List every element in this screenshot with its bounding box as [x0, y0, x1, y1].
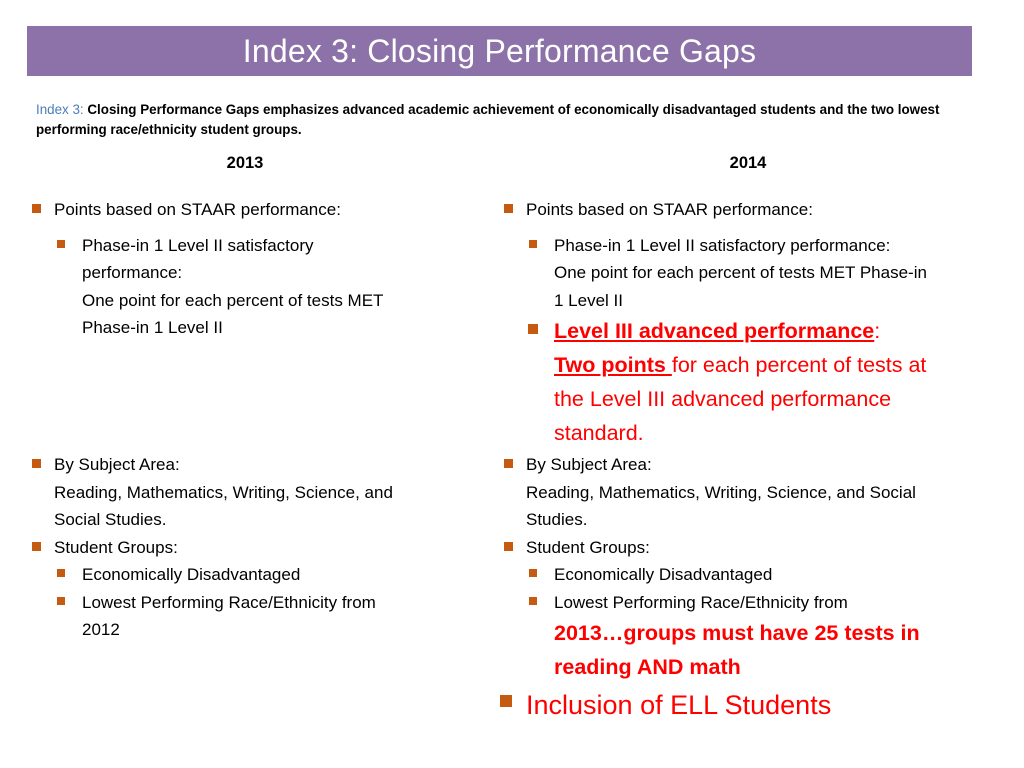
list-item: Level III advanced performance: Two poin…	[528, 314, 1018, 450]
points-heading: Points based on STAAR performance:	[526, 200, 813, 219]
square-bullet-icon	[504, 204, 513, 213]
intro-label: Index 3:	[36, 102, 84, 117]
level3-two-points: Two points	[554, 353, 672, 377]
square-bullet-icon	[57, 239, 65, 248]
subject-line: Studies.	[526, 510, 588, 529]
square-bullet-icon	[529, 569, 537, 577]
phase-in-line: Phase-in 1 Level II	[82, 318, 223, 337]
group-requirement: reading AND math	[554, 655, 741, 679]
phase-in-line: One point for each percent of tests MET …	[554, 263, 927, 282]
square-bullet-icon	[32, 459, 41, 468]
groups-heading: Student Groups:	[54, 537, 178, 557]
square-bullet-icon	[529, 596, 537, 605]
list-item: Student Groups:	[503, 534, 1018, 562]
list-item: Inclusion of ELL Students	[500, 686, 1018, 724]
group-item: Lowest Performing Race/Ethnicity from	[554, 592, 848, 612]
group-requirement: 2013…groups must have 25 tests in	[554, 621, 920, 645]
list-item: Phase-in 1 Level II satisfactory perform…	[528, 232, 1018, 315]
list-item: Lowest Performing Race/Ethnicity from 20…	[528, 589, 1018, 685]
list-item: By Subject Area: Reading, Mathematics, W…	[503, 451, 1018, 534]
phase-in-line: Phase-in 1 Level II satisfactory perform…	[554, 235, 891, 255]
year-2014-heading: 2014	[729, 154, 767, 172]
title-bar: Index 3: Closing Performance Gaps	[27, 26, 972, 76]
level3-heading: Level III advanced performance	[554, 319, 875, 343]
phase-in-line: Phase-in 1 Level II satisfactory	[82, 235, 314, 255]
subject-line: Social Studies.	[54, 510, 167, 529]
group-item: Economically Disadvantaged	[82, 565, 301, 584]
list-item: Student Groups:	[31, 534, 481, 562]
list-item: Points based on STAAR performance:	[31, 196, 481, 224]
phase-in-line: 1 Level II	[554, 290, 623, 310]
square-bullet-icon	[57, 569, 65, 577]
ell-inclusion: Inclusion of ELL Students	[526, 690, 832, 720]
list-item: Points based on STAAR performance:	[503, 196, 1018, 224]
level3-text: the Level III advanced performance	[554, 387, 892, 411]
square-bullet-icon	[528, 324, 538, 334]
list-item: Phase-in 1 Level II satisfactory perform…	[56, 232, 481, 342]
square-bullet-icon	[504, 541, 513, 551]
level3-text: standard.	[554, 421, 644, 445]
level3-heading-line: Level III advanced performance:	[554, 314, 1018, 348]
level3-colon: :	[874, 319, 881, 343]
subject-heading: By Subject Area:	[526, 455, 652, 474]
square-bullet-icon	[529, 239, 537, 248]
square-bullet-icon	[57, 596, 65, 605]
column-2013-top: Points based on STAAR performance: Phase…	[31, 196, 481, 342]
phase-in-line: One point for each percent of tests MET	[82, 290, 384, 310]
list-item: Economically Disadvantaged	[528, 561, 1018, 589]
level3-line: Two points for each percent of tests at	[554, 348, 1018, 382]
list-item: Lowest Performing Race/Ethnicity from 20…	[56, 589, 481, 644]
square-bullet-icon	[500, 695, 512, 707]
column-2014-bottom: By Subject Area: Reading, Mathematics, W…	[500, 451, 1018, 724]
column-2013-bottom: By Subject Area: Reading, Mathematics, W…	[31, 451, 481, 644]
square-bullet-icon	[32, 204, 41, 213]
square-bullet-icon	[504, 459, 513, 468]
list-item: By Subject Area: Reading, Mathematics, W…	[31, 451, 481, 534]
intro-paragraph: Index 3: Closing Performance Gaps emphas…	[36, 100, 996, 140]
subject-heading: By Subject Area:	[54, 455, 180, 474]
groups-heading: Student Groups:	[526, 537, 650, 557]
group-item: 2012	[82, 620, 120, 639]
slide-title: Index 3: Closing Performance Gaps	[242, 32, 757, 69]
level3-text: for each percent of tests at	[671, 353, 927, 377]
column-2014-top: Points based on STAAR performance: Phase…	[503, 196, 1018, 450]
subject-line: Reading, Mathematics, Writing, Science, …	[526, 482, 916, 502]
year-2013-heading: 2013	[226, 154, 264, 172]
group-item: Economically Disadvantaged	[554, 565, 773, 584]
list-item: Economically Disadvantaged	[56, 561, 481, 589]
phase-in-line: performance:	[82, 263, 183, 282]
square-bullet-icon	[32, 541, 41, 551]
group-item: Lowest Performing Race/Ethnicity from	[82, 592, 376, 612]
points-heading: Points based on STAAR performance:	[54, 200, 341, 219]
subject-line: Reading, Mathematics, Writing, Science, …	[54, 482, 393, 502]
intro-text: Closing Performance Gaps emphasizes adva…	[36, 102, 940, 137]
